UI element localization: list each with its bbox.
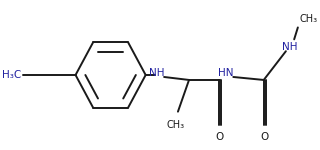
Text: NH: NH (149, 68, 164, 78)
Text: O: O (260, 132, 269, 142)
Text: CH₃: CH₃ (166, 120, 184, 130)
Text: HN: HN (218, 68, 234, 78)
Text: NH: NH (282, 42, 297, 52)
Text: O: O (215, 132, 224, 142)
Text: CH₃: CH₃ (300, 14, 318, 24)
Text: H₃C: H₃C (2, 70, 21, 80)
